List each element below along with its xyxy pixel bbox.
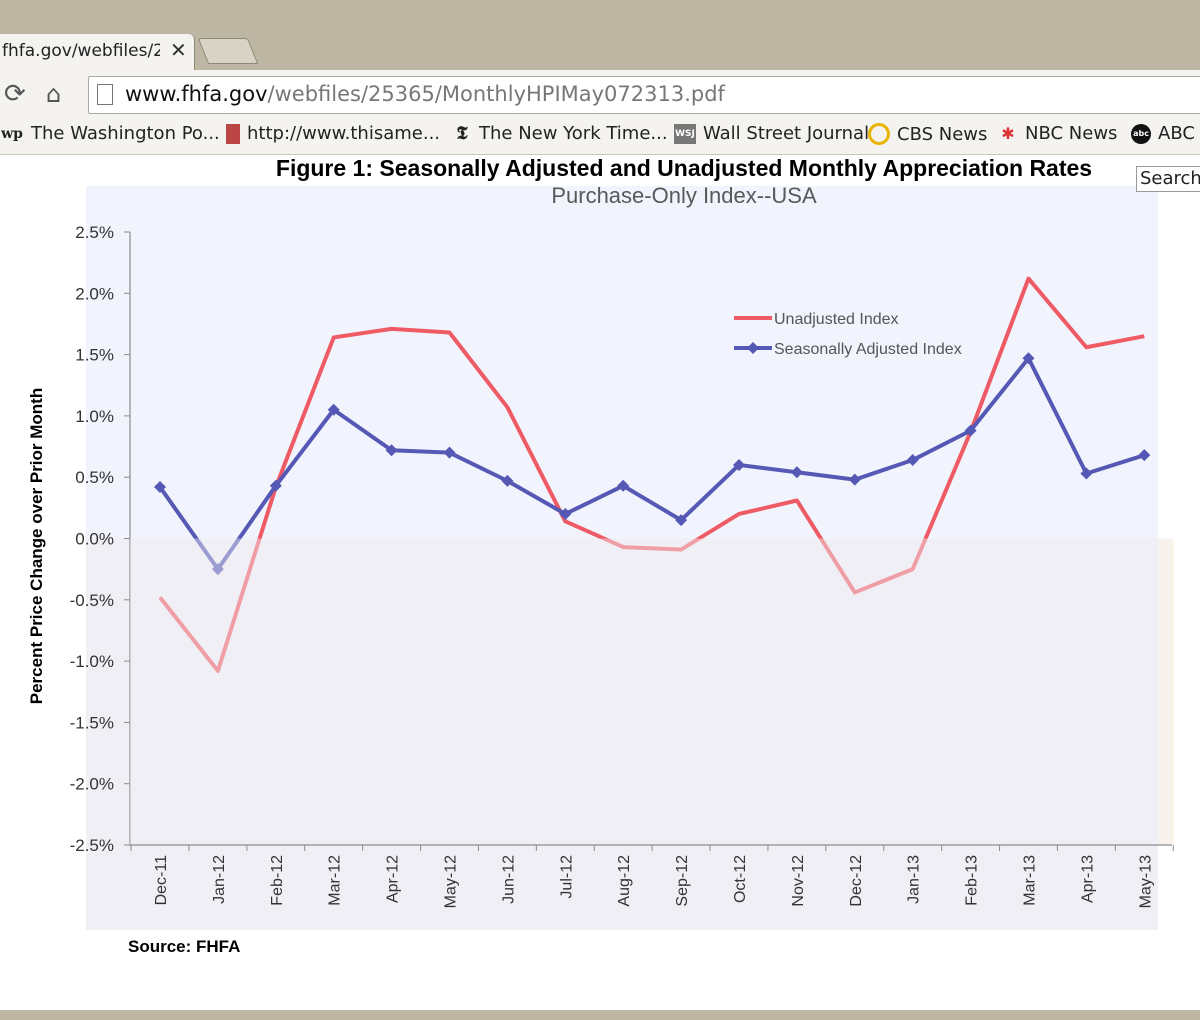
data-point-marker (675, 514, 688, 527)
data-point-marker (269, 479, 282, 492)
data-point-marker (327, 403, 340, 416)
y-tick-label: 0.5% (75, 468, 114, 487)
x-tick-label: Nov-12 (790, 855, 807, 907)
toolbar: ⟳ ⌂ www.fhfa.gov/webfiles/25365/MonthlyH… (0, 70, 1200, 118)
abc-icon: abc (1131, 123, 1151, 144)
magazine-icon (226, 123, 240, 144)
bookmarks-bar: wp The Washington Po... http://www.thisa… (0, 118, 1200, 155)
seasonally-adjusted-series-line (158, 356, 1145, 572)
data-point-marker (1138, 449, 1151, 462)
page-icon (97, 84, 113, 105)
nyt-icon: 𝕿 (456, 122, 468, 144)
x-tick-label: May-12 (443, 855, 460, 908)
tab-strip: fhfa.gov/webfiles/25 ✕ (0, 0, 1200, 70)
negative-region-overlay (130, 538, 1172, 844)
y-tick-label: 0.0% (75, 530, 114, 549)
y-tick-label: 2.5% (75, 223, 114, 242)
bookmark-nytimes[interactable]: 𝕿 The New York Time... (452, 122, 667, 144)
status-bar (0, 1010, 1200, 1020)
y-tick-label: -2.5% (70, 836, 114, 855)
y-tick-label: 2.0% (75, 284, 114, 303)
data-point-marker (443, 446, 456, 459)
data-point-marker (964, 424, 977, 437)
data-point-marker (154, 481, 166, 494)
bookmark-washington-post[interactable]: wp The Washington Po... (1, 123, 220, 144)
x-tick-label: Mar-12 (327, 855, 344, 906)
y-tick-label: 1.5% (75, 346, 114, 365)
x-tick-label: Feb-13 (964, 855, 981, 906)
data-point-marker (848, 473, 861, 486)
x-tick-label: Oct-12 (732, 855, 749, 903)
data-point-marker (1022, 352, 1035, 365)
bookmark-abc[interactable]: abc ABC (1131, 123, 1195, 144)
home-icon[interactable]: ⌂ (46, 80, 62, 108)
data-point-marker (617, 479, 630, 492)
legend-label: Seasonally Adjusted Index (774, 341, 962, 358)
tab-active[interactable]: fhfa.gov/webfiles/25 ✕ (0, 34, 195, 70)
data-point-marker (559, 507, 572, 520)
bookmark-cbs[interactable]: CBS News (868, 123, 987, 145)
x-tick-label: Jan-13 (906, 855, 923, 904)
chart-subtitle: Purchase-Only Index--USA (551, 183, 817, 208)
data-point-marker (211, 563, 224, 576)
x-tick-label: May-13 (1137, 855, 1154, 908)
y-tick-label: -2.0% (70, 775, 114, 794)
x-tick-label: Jul-12 (558, 855, 575, 899)
x-tick-label: Apr-13 (1079, 855, 1096, 903)
address-bar[interactable]: www.fhfa.gov/webfiles/25365/MonthlyHPIMa… (88, 76, 1200, 114)
tab-title: fhfa.gov/webfiles/25 (2, 41, 160, 61)
data-point-marker (733, 458, 745, 471)
x-tick-label: Sep-12 (674, 855, 691, 907)
data-point-marker (1080, 467, 1093, 480)
x-tick-label: Dec-11 (153, 855, 170, 905)
y-axis-title: Percent Price Change over Prior Month (27, 388, 46, 704)
plot-area-negative (86, 538, 1158, 930)
data-point-marker (385, 444, 398, 457)
data-point-marker (501, 474, 514, 487)
x-tick-label: Mar-13 (1022, 855, 1039, 906)
cbs-eye-icon (868, 123, 890, 145)
x-tick-label: Aug-12 (616, 855, 633, 907)
source-text: Source: FHFA (128, 937, 240, 956)
nbc-peacock-icon: ✱ (1001, 123, 1015, 143)
reload-icon[interactable]: ⟳ (4, 79, 26, 109)
bookmark-thisamerican[interactable]: http://www.thisame... (226, 123, 440, 144)
legend-label: Unadjusted Index (774, 311, 899, 328)
x-tick-label: Dec-12 (848, 855, 865, 907)
x-tick-label: Apr-12 (385, 855, 402, 903)
y-tick-label: -1.0% (70, 652, 114, 671)
y-tick-label: 1.0% (75, 407, 114, 426)
data-point-marker (790, 466, 803, 479)
x-tick-label: Jun-12 (500, 855, 517, 904)
close-icon[interactable]: ✕ (170, 38, 187, 62)
search-input[interactable]: Search (1136, 166, 1200, 192)
wsj-icon: WSJ (674, 123, 696, 144)
y-tick-label: -0.5% (70, 591, 114, 610)
chart-title: Figure 1: Seasonally Adjusted and Unadju… (276, 155, 1092, 181)
legend-marker (747, 342, 759, 354)
data-point-marker (906, 454, 919, 467)
x-tick-label: Jan-12 (211, 855, 228, 904)
bookmark-wsj[interactable]: WSJ Wall Street Journal (674, 123, 870, 144)
plot-area-positive (86, 186, 1158, 539)
x-tick-label: Feb-12 (269, 855, 286, 906)
unadjusted-series-line (158, 276, 1145, 673)
plot-area-edge (1158, 538, 1174, 845)
wp-icon: wp (1, 125, 23, 142)
bookmark-nbc[interactable]: ✱ NBC News (998, 123, 1117, 144)
url-text: www.fhfa.gov/webfiles/25365/MonthlyHPIMa… (125, 82, 725, 106)
y-tick-label: -1.5% (70, 713, 114, 732)
